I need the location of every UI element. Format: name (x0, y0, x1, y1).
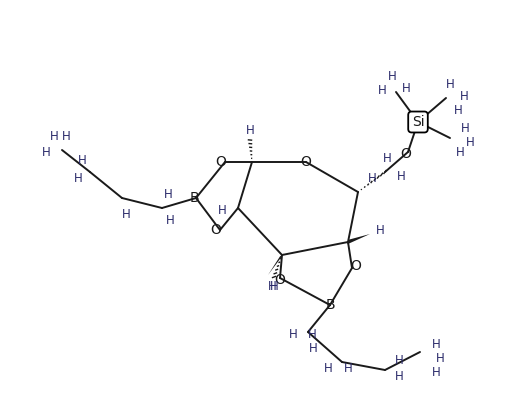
Text: H: H (383, 151, 392, 164)
Text: H: H (344, 361, 353, 375)
Text: B: B (325, 298, 335, 312)
Text: H: H (378, 84, 386, 97)
Polygon shape (268, 253, 284, 275)
Text: H: H (395, 353, 404, 366)
Text: H: H (432, 337, 440, 350)
Text: H: H (74, 171, 82, 184)
Text: H: H (461, 122, 470, 135)
Text: Si: Si (412, 115, 424, 129)
Text: H: H (164, 188, 172, 200)
Text: H: H (432, 366, 440, 379)
Text: H: H (375, 224, 384, 237)
Text: H: H (309, 341, 317, 355)
Text: H: H (77, 153, 86, 166)
Text: H: H (270, 281, 278, 293)
Text: O: O (400, 147, 411, 161)
Text: H: H (368, 171, 376, 184)
Text: H: H (387, 71, 396, 84)
Text: H: H (122, 208, 131, 220)
Text: O: O (216, 155, 226, 169)
Text: H: H (289, 328, 297, 341)
Text: B: B (189, 191, 199, 205)
Text: H: H (62, 129, 70, 142)
Text: H: H (401, 82, 410, 95)
Text: O: O (275, 273, 285, 287)
Text: H: H (166, 213, 174, 226)
Text: H: H (268, 281, 276, 293)
Text: O: O (211, 223, 222, 237)
Text: H: H (323, 361, 332, 375)
Text: H: H (453, 104, 462, 117)
Text: O: O (350, 259, 361, 273)
Text: H: H (308, 328, 316, 341)
Polygon shape (347, 234, 370, 244)
Text: H: H (397, 169, 406, 182)
Text: H: H (460, 89, 469, 102)
Text: H: H (49, 129, 58, 142)
Text: H: H (436, 352, 445, 364)
Text: H: H (218, 204, 226, 217)
Text: H: H (42, 146, 50, 158)
Text: H: H (245, 124, 254, 137)
Text: H: H (446, 78, 454, 91)
Text: O: O (301, 155, 311, 169)
Text: H: H (395, 370, 404, 383)
Text: H: H (456, 146, 464, 160)
Text: H: H (465, 135, 474, 149)
